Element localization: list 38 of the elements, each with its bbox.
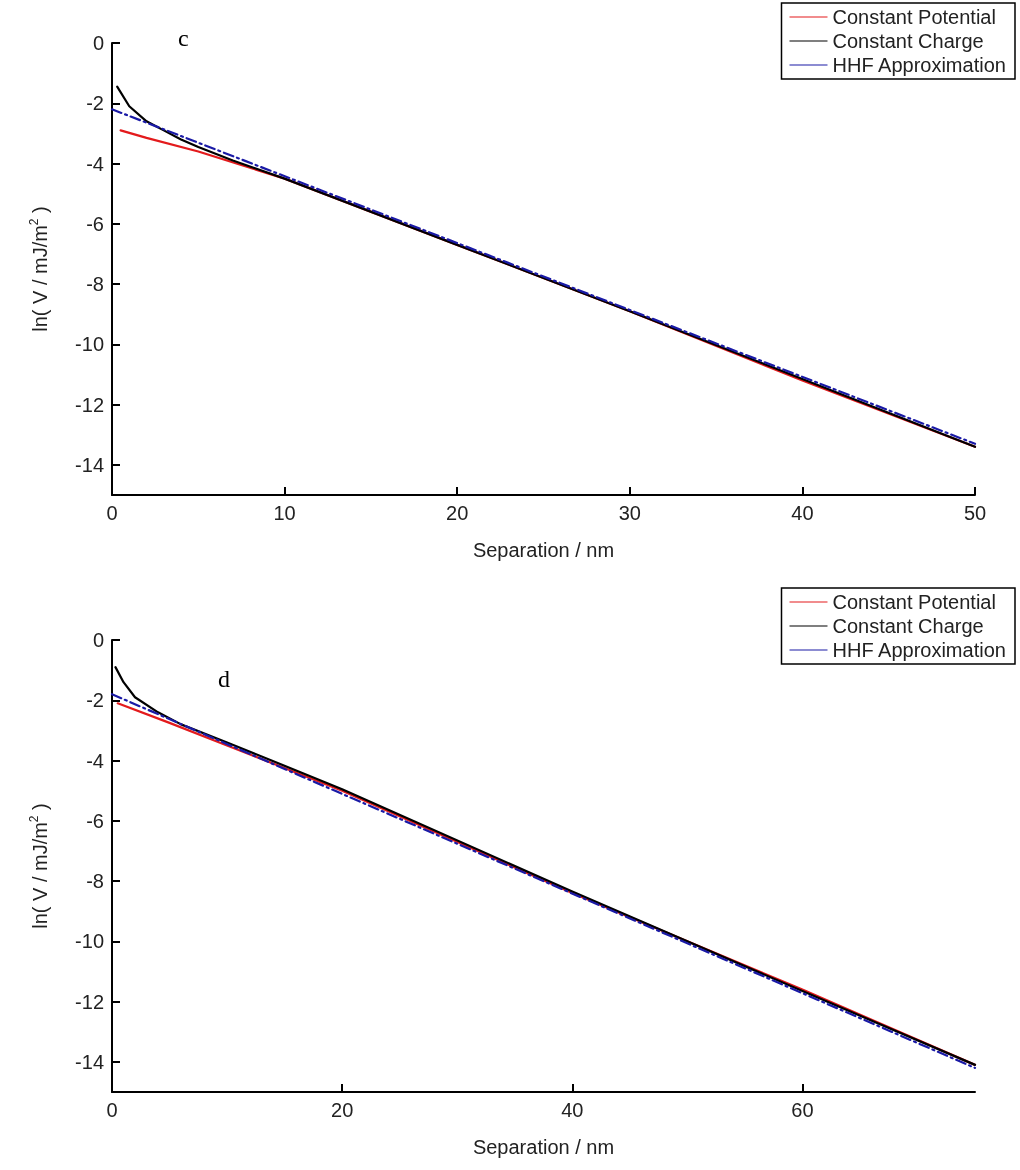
y-tick-label: -6 [86,809,104,832]
x-tick-label: 50 [963,502,987,524]
annotation: d [218,666,230,692]
legend-label: HHF Approximation [832,54,1006,76]
x-axis-title: Separation / nm [472,1136,615,1158]
y-tick-label: -8 [86,273,104,296]
x-tick-label: 20 [446,502,469,524]
legend-label: Constant Potential [832,591,996,613]
y-tick-label: -10 [75,930,104,953]
annotation: c [178,25,189,51]
x-tick-label: 20 [331,1099,354,1121]
y-tick-label: 0 [92,32,104,54]
legend-label: HHF Approximation [832,639,1006,661]
x-tick-label: 60 [791,1099,814,1121]
y-axis-title: ln( V / mJ/m2 ) [27,803,51,929]
legend-label: Constant Charge [832,30,984,52]
x-tick-label: 0 [106,502,118,524]
y-tick-label: -12 [75,990,104,1013]
y-tick-label: -14 [75,453,104,476]
x-tick-label: 0 [106,1099,118,1121]
y-tick-label: -14 [75,1050,104,1073]
y-axis-title: ln( V / mJ/m2 ) [27,206,51,332]
y-tick-label: -2 [86,92,104,115]
x-tick-label: 10 [273,502,296,524]
x-tick-label: 30 [618,502,641,524]
y-tick-label: -8 [86,870,104,893]
x-tick-label: 40 [791,502,814,524]
y-tick-label: -12 [75,393,104,416]
y-tick-label: 0 [92,629,104,651]
y-tick-label: -4 [86,152,104,175]
x-tick-label: 40 [561,1099,584,1121]
x-axis-title: Separation / nm [472,539,615,561]
y-tick-label: -2 [86,689,104,712]
legend-label: Constant Potential [832,6,996,28]
y-tick-label: -6 [86,212,104,235]
y-tick-label: -10 [75,333,104,356]
legend-label: Constant Charge [832,615,984,637]
y-tick-label: -4 [86,749,104,772]
